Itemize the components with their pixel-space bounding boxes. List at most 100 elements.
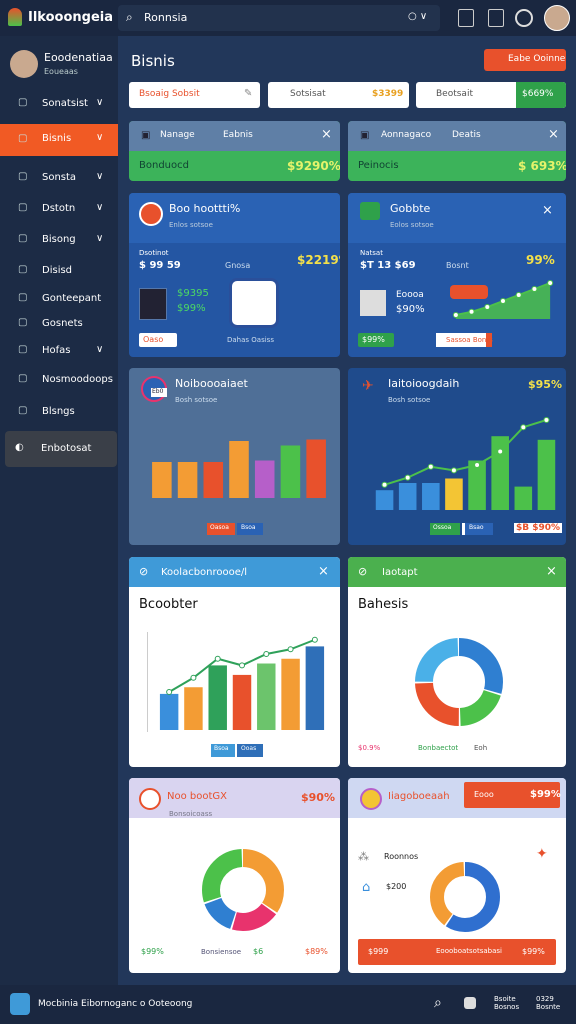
card-header — [348, 557, 566, 587]
stat-mid: Bosnt — [446, 261, 469, 270]
legend-label: $99% — [141, 947, 164, 956]
nav-icon: ▢ — [18, 202, 28, 213]
point — [190, 674, 197, 681]
legend-label: Bonbaectot — [418, 744, 459, 752]
nav-item[interactable]: ▢ Gosnets — [0, 312, 118, 336]
bar-chart — [152, 439, 326, 498]
nav-item[interactable]: ▢ Dstotn ∨ — [0, 197, 118, 221]
profile-image — [360, 290, 386, 316]
donut-segment — [202, 849, 284, 931]
donut-segment — [202, 849, 284, 931]
nav-item[interactable]: ▢ Sonatsist ∨ — [0, 92, 118, 116]
nav-item[interactable]: ▢ Bisnis ∨ — [0, 124, 118, 156]
bar — [280, 445, 301, 498]
bar — [306, 439, 326, 498]
point — [404, 474, 411, 481]
footer-button[interactable] — [464, 997, 476, 1009]
chart-card: Eb0 Noiboooaiaet Bosh sotsoe Oasoa Bsoa — [129, 368, 340, 545]
chart-card: ⊘ Koolacbonroooe/l × Bcoobter Bsoa Ooas — [129, 557, 340, 767]
close[interactable]: × — [542, 203, 553, 218]
nav-label: Hofas — [42, 345, 71, 356]
icon-calendar[interactable] — [458, 9, 474, 27]
nav-chevron: ∨ — [96, 97, 104, 108]
nav-item[interactable]: ▢ Disisd — [0, 259, 118, 283]
sidebar: Eoodenatiaa Eoueaas ▢ Sonatsist ∨ ▢ Bisnis ∨ ▢… — [0, 36, 118, 985]
footer-bar: $999 Eoooboatsotsabasi $99% — [358, 939, 556, 965]
card-icon — [360, 202, 380, 220]
close[interactable]: × — [546, 564, 557, 579]
point — [214, 655, 221, 662]
action-button[interactable]: Eabe Ooinne — [484, 49, 566, 71]
close[interactable]: × — [318, 564, 329, 579]
legend: Bsoa — [211, 744, 235, 757]
point — [531, 286, 538, 292]
nav-icon: ▢ — [18, 292, 28, 303]
icon-search[interactable] — [515, 9, 533, 27]
trend-chart — [452, 280, 554, 319]
sidebar-button-label: Enbotosat — [41, 443, 92, 454]
user-name: Eoodenatiaa — [44, 51, 113, 64]
nav-item[interactable]: ▢ Hofas ∨ — [0, 339, 118, 363]
footer-search[interactable]: ⌕ — [434, 995, 442, 1011]
nav-icon: ▢ — [18, 317, 28, 328]
nav-item[interactable]: ▢ Blsngs — [0, 400, 118, 424]
bar — [422, 483, 440, 510]
sidebar-button[interactable]: ◐ Enbotosat — [5, 431, 117, 467]
bar — [208, 665, 227, 730]
filter-badge: $669% — [516, 82, 566, 108]
card-title: Noo bootGX — [167, 791, 227, 802]
nav-item[interactable]: ▢ Bisong ∨ — [0, 228, 118, 252]
icon-file[interactable] — [488, 9, 504, 27]
nav-item[interactable]: ▢ Gonteepant — [0, 287, 118, 311]
filter[interactable]: Bsoaig Sobsit ✎ — [129, 82, 260, 108]
stat-highlight: $2219% — [297, 253, 340, 267]
sidebar-button-icon: ◐ — [15, 442, 24, 453]
donut-chart — [202, 849, 284, 931]
avatar[interactable] — [544, 5, 570, 31]
bar — [229, 441, 249, 498]
card-icon: ⊘ — [139, 565, 149, 578]
footer-label: $99% — [522, 947, 545, 956]
card-button[interactable]: Oaso — [139, 333, 177, 347]
summary-card: ▣ Nanage Eabnis × Bonduocd $9290% — [129, 121, 340, 181]
filter[interactable]: Beotsait $669% — [416, 82, 566, 108]
card-title: Iaitoioogdaih — [388, 377, 460, 390]
stat-card: Gobbte Eolos sotsoe × Natsat $T 13 $69 B… — [348, 193, 566, 357]
bar — [468, 460, 486, 510]
legend-label: Bsoa — [241, 524, 256, 531]
card-title: Aonnagaco — [381, 130, 432, 140]
bar — [254, 460, 275, 498]
stat-card: Boo hoottti% Enlos sotsoe Dsotinot $ 99 … — [129, 193, 340, 357]
nav-icon: ▢ — [18, 264, 28, 275]
point — [452, 312, 459, 318]
search-clear: ○ ∨ — [408, 11, 428, 22]
bar — [177, 462, 198, 498]
card-title: Koolacbonroooe/l — [161, 567, 248, 578]
card-button[interactable]: $99% — [358, 333, 394, 347]
close[interactable]: × — [548, 127, 559, 142]
card-icon: ▣ — [360, 130, 370, 141]
nav-item[interactable]: ▢ Sonsta ∨ — [0, 166, 118, 190]
donut-segment — [430, 862, 500, 932]
nav-chevron: ∨ — [96, 344, 104, 355]
line — [384, 419, 547, 486]
axis — [147, 632, 148, 732]
nav-label: Nosmoodoops — [42, 374, 113, 385]
close[interactable]: × — [321, 127, 332, 142]
card-value: $ 693% — [518, 159, 566, 173]
legend-label: Ossoa — [433, 524, 452, 531]
donut-chart — [430, 862, 500, 932]
point — [427, 463, 434, 470]
card-tab: Eabnis — [223, 130, 253, 140]
illustration — [139, 288, 167, 320]
card-button-label: Oaso — [143, 335, 164, 344]
card-title: Gobbte — [390, 202, 431, 215]
badge-label: Eooo — [474, 790, 494, 799]
card-icon: ▣ — [141, 130, 151, 141]
nav-item[interactable]: ▢ Nosmoodoops — [0, 368, 118, 392]
filter[interactable]: Sotsisat $3399 — [268, 82, 409, 108]
point — [381, 481, 388, 488]
search-box[interactable]: ⌕ Ronnsia ○ ∨ — [118, 5, 440, 31]
summary-card: ▣ Aonnagaco Deatis × Peinocis $ 693% — [348, 121, 566, 181]
